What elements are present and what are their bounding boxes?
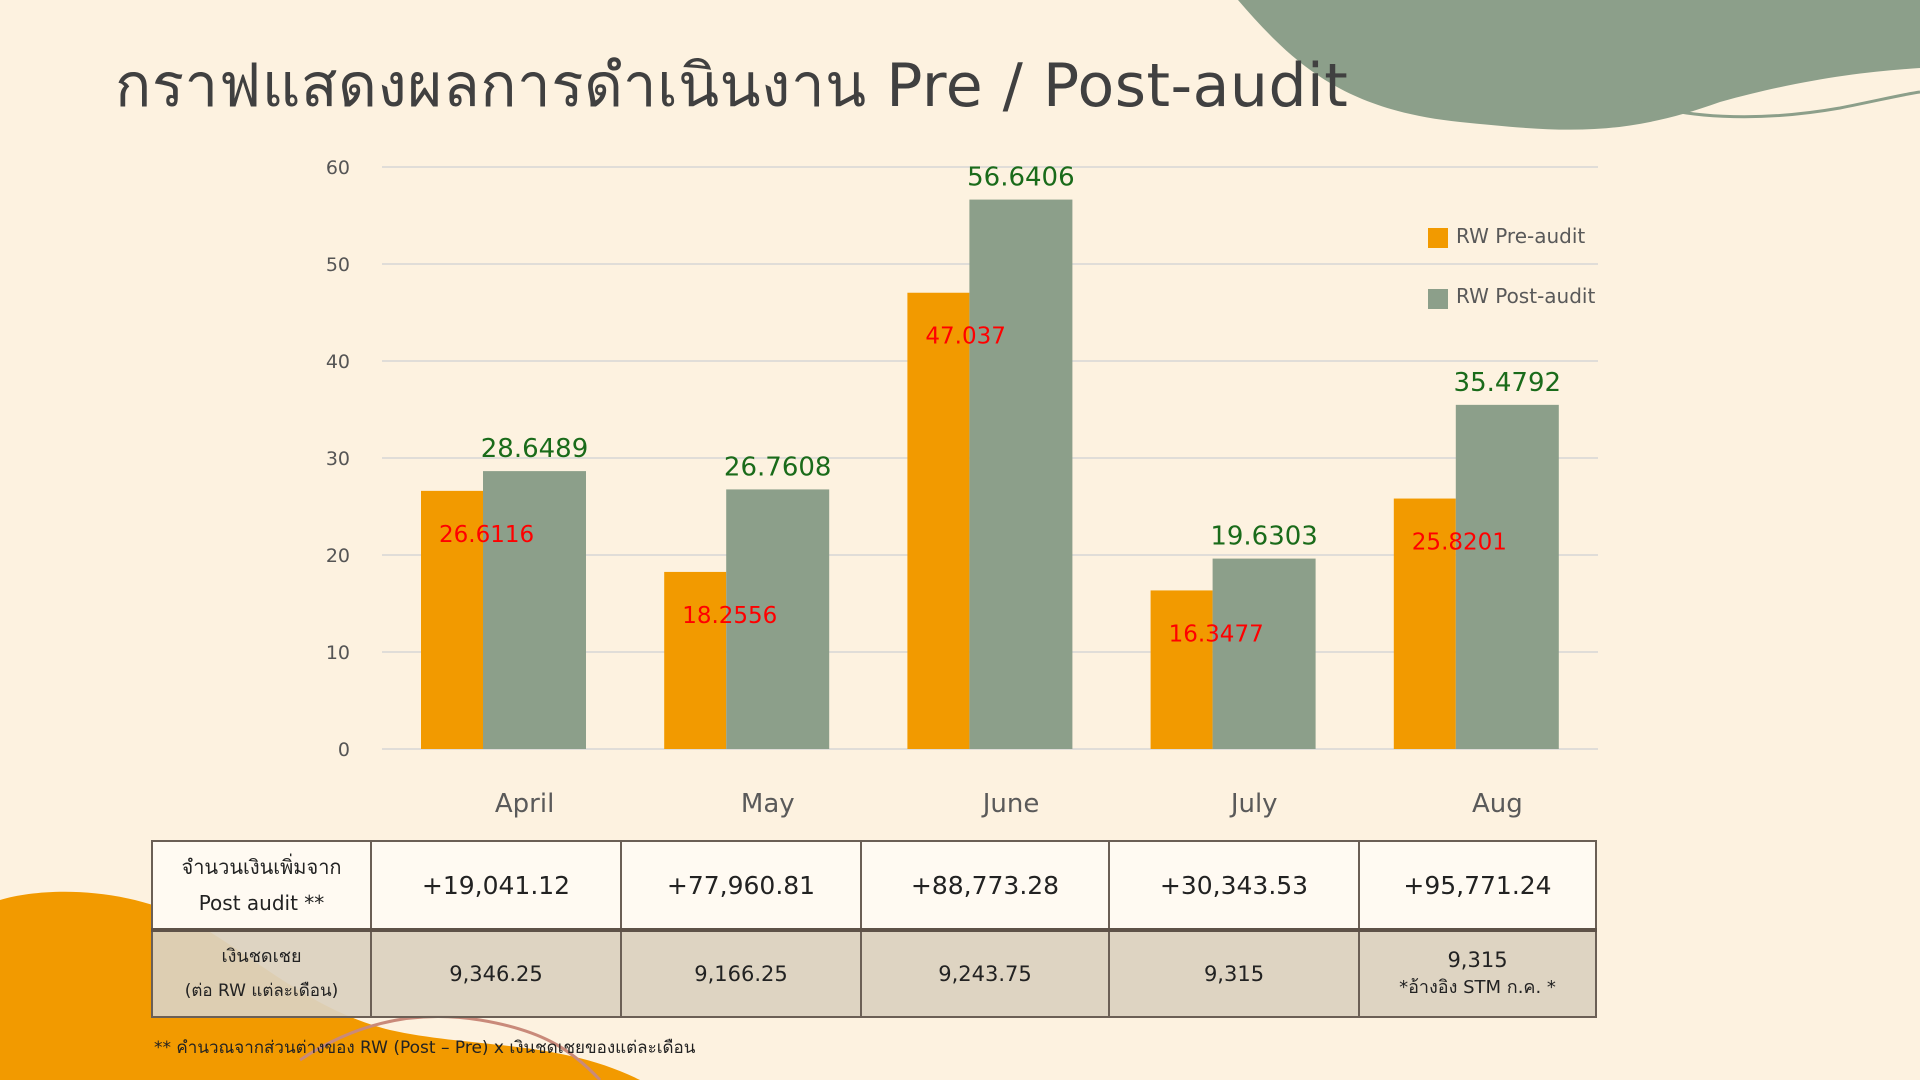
- data-label-pre: 26.6116: [439, 522, 534, 548]
- x-category-label: April: [495, 789, 554, 819]
- data-label-pre: 16.3477: [1169, 621, 1264, 647]
- row-header-additional-amount: จำนวนเงินเพิ่มจาก Post audit **: [151, 840, 372, 931]
- table-cell-with-note: 9,315 *อ้างอิง STM ก.ค. *: [1358, 928, 1597, 1018]
- legend-label-pre: RW Pre-audit: [1456, 224, 1585, 248]
- y-tick-label: 50: [326, 254, 350, 276]
- chart-legend: RW Pre-audit RW Post-audit: [1428, 224, 1595, 309]
- row-header-line1: จำนวนเงินเพิ่มจาก: [181, 855, 342, 879]
- bottom-left-curve-line: [299, 1014, 602, 1080]
- bar-pre-audit: [1150, 590, 1213, 749]
- table-row-additional-amount: จำนวนเงินเพิ่มจาก Post audit ** +19,041.…: [151, 840, 1597, 931]
- top-right-green-blob: [1238, 0, 1920, 130]
- bar-post-audit: [1212, 558, 1316, 749]
- y-tick-label: 60: [326, 157, 350, 179]
- table-cell: +77,960.81: [620, 840, 862, 931]
- data-label-pre: 47.037: [925, 324, 1005, 350]
- y-tick-label: 30: [326, 448, 350, 470]
- table-cell: 9,243.75: [860, 928, 1110, 1018]
- summary-table: จำนวนเงินเพิ่มจาก Post audit ** +19,041.…: [151, 840, 1597, 1018]
- bar-pre-audit: [907, 292, 970, 749]
- data-label-post: 26.7608: [724, 452, 832, 482]
- legend-swatch-post: [1428, 289, 1448, 309]
- y-tick-label: 10: [326, 642, 350, 664]
- bar-post-audit: [1455, 404, 1559, 749]
- row-header-compensation: เงินชดเชย (ต่อ RW แต่ละเดือน): [151, 928, 372, 1018]
- footnote: ** คำนวณจากส่วนต่างของ RW (Post – Pre) x…: [154, 1038, 696, 1058]
- data-label-post: 28.6489: [481, 434, 589, 464]
- y-tick-label: 0: [338, 739, 350, 761]
- data-label-pre: 25.8201: [1412, 530, 1507, 556]
- table-cell: +30,343.53: [1108, 840, 1360, 931]
- y-axis-ticks: 0 10 20 30 40 50 60: [326, 157, 350, 761]
- table-cell: 9,346.25: [370, 928, 622, 1018]
- y-tick-label: 40: [326, 351, 350, 373]
- x-axis-categories: April May June July Aug: [495, 789, 1523, 819]
- data-label-post: 19.6303: [1210, 522, 1318, 552]
- bar-pre-audit: [1393, 498, 1456, 749]
- data-label-pre: 18.2556: [682, 603, 777, 629]
- page-title: กราฟแสดงผลการดำเนินงาน Pre / Post-audit: [115, 51, 1349, 121]
- bar-pre-audit: [421, 490, 483, 749]
- x-category-label: July: [1229, 789, 1278, 819]
- chart-data-labels: 26.6116 28.6489 18.2556 26.7608 47.037 56.640…: [439, 163, 1561, 648]
- chart-bars: [421, 199, 1559, 749]
- legend-swatch-pre: [1428, 228, 1448, 248]
- bar-pre-audit: [664, 571, 727, 749]
- data-label-post: 35.4792: [1454, 368, 1562, 398]
- table-cell: +19,041.12: [370, 840, 622, 931]
- reference-note: *อ้างอิง STM ก.ค. *: [1399, 976, 1556, 998]
- bar-post-audit: [969, 199, 1073, 749]
- table-cell-value: 9,315: [1447, 947, 1508, 972]
- bar-post-audit: [726, 489, 830, 749]
- table-cell: +88,773.28: [860, 840, 1110, 931]
- row-header-line2: (ต่อ RW แต่ละเดือน): [184, 981, 339, 1001]
- table-row-compensation: เงินชดเชย (ต่อ RW แต่ละเดือน) 9,346.25 9…: [151, 928, 1597, 1018]
- x-category-label: May: [741, 789, 795, 819]
- top-right-curve-line: [1621, 90, 1920, 119]
- row-header-line1: เงินชดเชย: [221, 946, 302, 967]
- legend-label-post: RW Post-audit: [1456, 284, 1595, 308]
- x-category-label: Aug: [1472, 789, 1523, 819]
- x-category-label: June: [981, 789, 1040, 819]
- table-cell: 9,315: [1108, 928, 1360, 1018]
- y-tick-label: 20: [326, 545, 350, 567]
- bar-post-audit: [483, 471, 586, 749]
- row-header-line2: Post audit **: [198, 891, 325, 915]
- data-label-post: 56.6406: [967, 163, 1075, 193]
- table-cell: 9,166.25: [620, 928, 862, 1018]
- table-cell: +95,771.24: [1358, 840, 1597, 931]
